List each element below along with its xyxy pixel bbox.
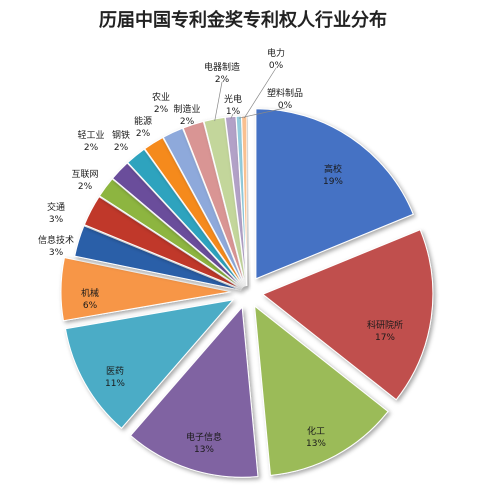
pie-slice-电器制造 [203, 116, 247, 287]
pie-slice-互联网 [98, 178, 243, 289]
slice-value-label: 0% [278, 101, 293, 111]
slice-name-label: 科研院所 [367, 319, 403, 331]
slice-value-label: 2% [215, 75, 230, 85]
slice-value-label: 17% [375, 333, 395, 343]
pie-slice-农业 [162, 127, 245, 287]
pie-slice-电力 [241, 115, 248, 287]
slice-value-label: 2% [154, 105, 169, 115]
slice-value-label: 0% [269, 61, 284, 71]
pie-slice-信息技术 [74, 225, 242, 291]
leader-line [243, 67, 277, 119]
slice-name-label: 高校 [324, 163, 342, 175]
slice-name-label: 钢铁 [112, 129, 130, 141]
slice-value-label: 11% [105, 379, 125, 389]
slice-name-label: 电器制造 [204, 61, 240, 73]
slice-name-label: 化工 [307, 425, 325, 437]
slice-name-label: 信息技术 [38, 234, 74, 246]
pie-slice-机械 [60, 257, 232, 322]
pie-slice-轻工业 [111, 162, 244, 289]
leader-line [238, 107, 286, 119]
pie-slice-医药 [64, 299, 235, 429]
pie-slice-制造业 [182, 120, 246, 287]
slice-name-label: 电力 [267, 47, 285, 59]
slice-name-label: 轻工业 [77, 129, 104, 141]
slice-name-label: 互联网 [71, 169, 98, 180]
chart-title: 历届中国专利金奖专利权人行业分布 [99, 10, 387, 31]
slice-value-label: 2% [114, 143, 129, 153]
slice-value-label: 2% [136, 129, 151, 139]
slice-value-label: 3% [49, 248, 64, 258]
leader-line [230, 113, 234, 119]
slice-value-label: 1% [226, 107, 241, 117]
slice-name-label: 塑料制品 [267, 87, 303, 99]
slice-name-label: 机械 [81, 287, 99, 299]
slice-value-label: 2% [78, 182, 93, 192]
slice-name-label: 光电 [224, 93, 242, 105]
slice-value-label: 6% [83, 301, 98, 311]
slice-name-label: 农业 [152, 91, 170, 103]
pie-slice-科研院所 [261, 229, 434, 401]
pie-slice-电子信息 [129, 306, 259, 478]
slice-value-label: 13% [194, 445, 214, 455]
pie-slice-交通 [83, 196, 242, 290]
slice-name-label: 能源 [134, 115, 152, 127]
slice-name-label: 电子信息 [186, 431, 222, 443]
slice-value-label: 13% [306, 439, 326, 449]
slice-name-label: 交通 [47, 201, 65, 213]
slice-value-label: 3% [49, 215, 64, 225]
slice-name-label: 医药 [106, 366, 124, 377]
slice-value-label: 2% [84, 143, 99, 153]
pie-slice-化工 [254, 304, 389, 476]
pie-slice-能源 [144, 136, 245, 288]
slice-value-label: 19% [323, 177, 343, 187]
pie-slice-钢铁 [127, 148, 244, 288]
leader-line [214, 81, 223, 122]
slice-name-label: 制造业 [173, 103, 200, 115]
slice-value-label: 2% [180, 117, 195, 127]
